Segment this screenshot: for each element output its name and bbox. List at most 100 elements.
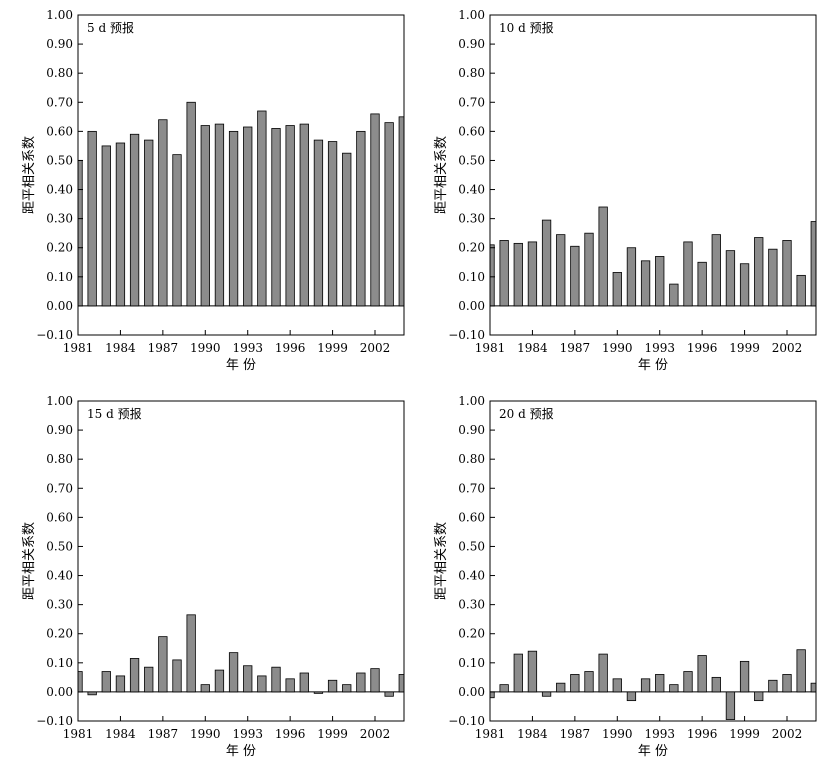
bar-1989 <box>186 614 196 693</box>
bar-1996 <box>697 655 707 693</box>
bar-1997 <box>299 672 309 693</box>
y-tick-label: 1.00 <box>458 8 485 22</box>
y-tick-label: −0.10 <box>36 714 73 728</box>
y-tick-label: 0.70 <box>46 95 73 109</box>
bar-1996 <box>697 261 707 307</box>
y-tick-label: 0.40 <box>46 569 73 583</box>
bar-1987 <box>570 674 580 693</box>
bar-2003 <box>384 122 394 307</box>
y-tick-label: 0.30 <box>458 598 485 612</box>
x-tick-label: 1993 <box>232 727 263 741</box>
bar-2001 <box>356 672 366 693</box>
bar-1998 <box>313 691 324 694</box>
x-tick-label: 1993 <box>644 341 675 355</box>
bar-2002 <box>370 668 380 693</box>
x-tick-label: 1981 <box>63 727 94 741</box>
bar-1987 <box>158 636 168 693</box>
x-tick-label: 1981 <box>475 727 506 741</box>
y-tick-label: −0.10 <box>448 328 485 342</box>
x-tick-label: 1996 <box>687 727 718 741</box>
y-tick-label: 0.80 <box>46 452 73 466</box>
bar-1999 <box>327 141 338 307</box>
bar-2004 <box>810 221 817 307</box>
bar-1991 <box>214 123 225 307</box>
bar-2004 <box>398 674 405 693</box>
x-tick-label: 1987 <box>148 727 179 741</box>
y-tick-label: 0.80 <box>458 452 485 466</box>
y-tick-label: 0.10 <box>458 270 485 284</box>
bar-1993 <box>655 256 665 307</box>
y-tick-label: 0.80 <box>458 66 485 80</box>
y-tick-label: 0.20 <box>458 241 485 255</box>
bar-2003 <box>796 649 806 693</box>
bar-1992 <box>228 652 239 693</box>
bar-1983 <box>101 671 111 693</box>
y-tick-label: 0.20 <box>46 241 73 255</box>
bar-1985 <box>541 219 552 307</box>
bar-1993 <box>243 126 253 307</box>
x-axis-title: 年 份 <box>638 744 668 759</box>
bar-1994 <box>669 283 679 307</box>
bar-1986 <box>556 682 566 693</box>
bar-1986 <box>144 666 154 693</box>
bar-1997 <box>299 123 309 307</box>
x-axis-title: 年 份 <box>226 358 256 373</box>
bar-1996 <box>285 125 295 307</box>
bar-1988 <box>172 659 182 693</box>
bar-1991 <box>626 691 637 702</box>
bar-1997 <box>711 234 721 307</box>
y-tick-label: 0.30 <box>458 212 485 226</box>
bar-2001 <box>356 130 366 307</box>
bar-2002 <box>782 240 792 307</box>
bar-1995 <box>683 671 693 693</box>
y-tick-label: 0.40 <box>46 183 73 197</box>
y-tick-label: 0.90 <box>46 423 73 437</box>
plot-frame <box>489 14 817 336</box>
bar-2001 <box>768 248 778 307</box>
x-tick-label: 1999 <box>729 727 760 741</box>
y-axis-title: 距平相关系数 <box>22 522 37 600</box>
bar-1990 <box>612 678 622 693</box>
y-tick-label: 0.90 <box>46 37 73 51</box>
y-tick-label: 0.40 <box>458 569 485 583</box>
x-tick-label: 1993 <box>644 727 675 741</box>
bar-1998 <box>725 691 736 720</box>
bar-1984 <box>527 241 538 307</box>
bar-1982 <box>87 691 97 696</box>
x-tick-label: 1987 <box>560 341 591 355</box>
bar-1984 <box>527 650 538 693</box>
plot-frame <box>77 400 405 722</box>
x-tick-label: 1999 <box>317 341 348 355</box>
bar-1989 <box>598 653 608 693</box>
chart-panel-2: −0.10 0.00 0.10 0.20 0.30 0.40 0.50 0.60 0.70 0.8… <box>434 8 817 373</box>
bar-1986 <box>556 234 566 307</box>
bar-1982 <box>499 240 509 307</box>
bar-1981 <box>489 691 495 699</box>
y-tick-label: 0.50 <box>458 153 485 167</box>
bar-1987 <box>158 119 168 307</box>
panel-label: 20 d 预报 <box>499 406 554 421</box>
y-axis-title: 距平相关系数 <box>434 522 449 600</box>
y-tick-label: 0.00 <box>458 685 485 699</box>
bar-1985 <box>541 691 552 697</box>
bar-1998 <box>725 250 736 307</box>
y-tick-label: 0.60 <box>46 510 73 524</box>
y-tick-label: 0.90 <box>458 37 485 51</box>
bar-2004 <box>398 116 405 307</box>
bar-1993 <box>655 674 665 693</box>
x-tick-label: 1981 <box>63 341 94 355</box>
chart-panel-4: −0.10 0.00 0.10 0.20 0.30 0.40 0.50 0.60 0.70 0.8… <box>434 394 817 759</box>
bar-2000 <box>342 152 352 307</box>
y-tick-label: 1.00 <box>458 394 485 408</box>
y-tick-label: 0.20 <box>46 627 73 641</box>
bar-1990 <box>612 272 622 307</box>
bar-1991 <box>214 669 225 693</box>
bar-1982 <box>499 684 509 693</box>
x-tick-label: 1984 <box>105 727 136 741</box>
bar-1989 <box>186 101 196 307</box>
bar-1984 <box>115 675 126 693</box>
bar-1981 <box>77 160 83 307</box>
bar-2000 <box>754 237 764 307</box>
bar-2001 <box>768 679 778 693</box>
bar-1990 <box>200 125 210 307</box>
